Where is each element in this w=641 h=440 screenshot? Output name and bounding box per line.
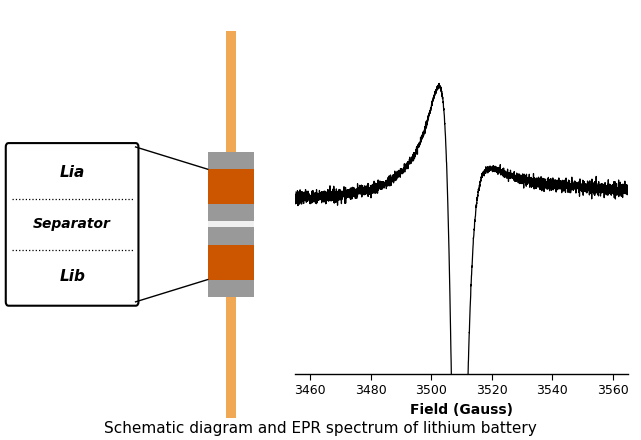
X-axis label: Field (Gauss): Field (Gauss) (410, 403, 513, 417)
Bar (208, 165, 254, 283)
Text: Schematic diagram and EPR spectrum of lithium battery: Schematic diagram and EPR spectrum of li… (104, 421, 537, 436)
Bar (208, 279, 254, 297)
Bar (208, 204, 254, 221)
Bar (208, 245, 254, 279)
Text: Lib: Lib (59, 268, 85, 283)
Text: Lia: Lia (60, 165, 85, 180)
FancyBboxPatch shape (6, 143, 138, 306)
Bar (208, 152, 254, 169)
Bar (208, 227, 254, 245)
Bar (208, 221, 254, 227)
Bar (226, 31, 236, 418)
Text: Separator: Separator (33, 217, 111, 231)
Bar (208, 169, 254, 204)
